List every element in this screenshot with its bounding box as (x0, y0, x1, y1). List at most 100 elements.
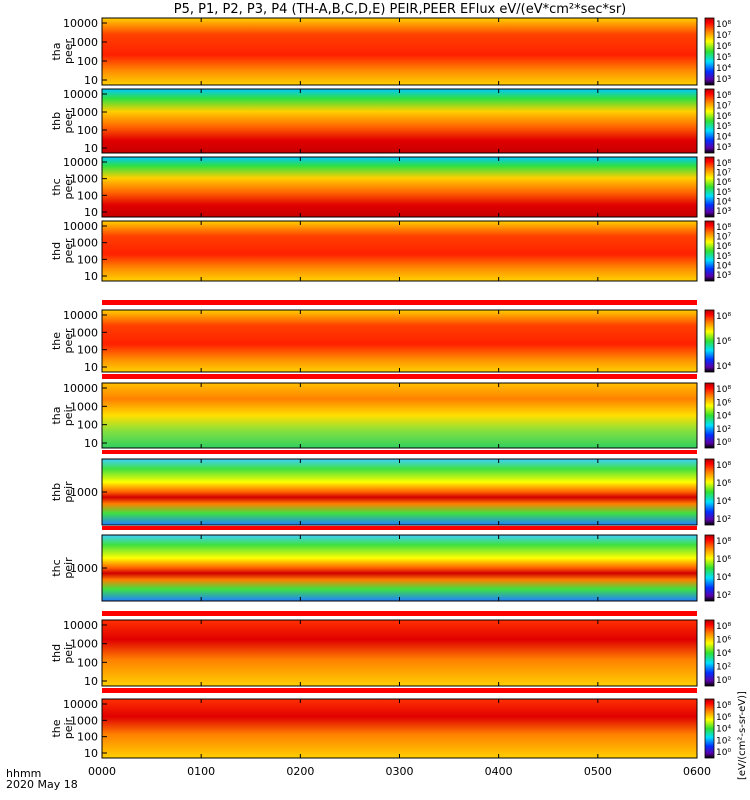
y-tick-label: 10000 (63, 619, 98, 632)
colorbar-tick-label: 10⁵ (716, 252, 731, 262)
colorbar-tick-label: 10⁶ (716, 555, 731, 565)
colorbar-tick-label: 10⁶ (716, 337, 731, 347)
colorbar (704, 220, 715, 282)
panel-label-probe: thb (50, 112, 63, 130)
x-tick-label: 0300 (386, 765, 414, 778)
y-tick-label: 10000 (63, 382, 98, 395)
colorbar-tick-label: 10⁷ (716, 169, 731, 179)
colorbar (704, 88, 715, 154)
panel-label-quantity: peer (62, 174, 75, 200)
x-tick-label: 0600 (683, 765, 711, 778)
y-tick-label: 10000 (63, 698, 98, 711)
colorbar (704, 698, 715, 759)
colorbar-tick-label: 10⁰ (716, 748, 731, 758)
colorbar-tick-label: 10⁵ (716, 188, 731, 198)
y-tick-label: 1000 (70, 237, 98, 250)
colorbar-tick-label: 10⁷ (716, 101, 731, 111)
y-tick-label: 10 (84, 206, 98, 219)
panel-label-quantity: peir (62, 717, 75, 739)
date-label: 2020 May 18 (6, 778, 78, 791)
colorbar-tick-label: 10⁸ (716, 20, 731, 30)
colorbar-tick-label: 10³ (716, 75, 731, 85)
y-tick-label: 1000 (70, 400, 98, 413)
y-tick-label: 1000 (70, 562, 98, 575)
colorbar-tick-label: 10³ (716, 271, 731, 281)
colorbar-tick-label: 10⁸ (716, 385, 731, 395)
spectrogram-panel (102, 221, 697, 281)
colorbar-tick-label: 10⁸ (716, 312, 731, 322)
colorbar-tick-label: 10⁴ (716, 197, 731, 207)
colorbar-tick-label: 10⁶ (716, 636, 731, 646)
colorbar-tick-label: 10⁴ (716, 573, 731, 583)
panel-label-quantity: peir (62, 557, 75, 579)
y-tick-label: 100 (77, 344, 98, 357)
y-tick-label: 100 (77, 253, 98, 266)
colorbar-tick-label: 10⁸ (716, 701, 731, 711)
spectrogram-panel (102, 18, 697, 85)
quality-flag-bar (102, 688, 697, 693)
spectrogram-panel (102, 89, 697, 153)
y-tick-label: 10000 (63, 88, 98, 101)
colorbar-tick-label: 10⁶ (716, 42, 731, 52)
colorbar-tick-label: 10⁸ (716, 622, 731, 632)
colorbar-tick-label: 10⁵ (716, 53, 731, 63)
spectrogram-panel (102, 459, 697, 525)
colorbar-tick-label: 10⁴ (716, 412, 731, 422)
panel-label-probe: thd (50, 242, 63, 260)
colorbar-tick-label: 10⁰ (716, 438, 731, 448)
colorbar-tick-label: 10⁴ (716, 261, 731, 271)
colorbar-tick-label: 10³ (716, 143, 731, 153)
colorbar-tick-label: 10⁸ (716, 461, 731, 471)
colorbar (704, 458, 715, 526)
colorbar (704, 619, 715, 687)
spectrogram-panel (102, 383, 697, 448)
panel-label-probe: tha (50, 406, 63, 424)
spectrogram-panel (102, 535, 697, 601)
x-tick-label: 0400 (485, 765, 513, 778)
panel-label-probe: thd (50, 644, 63, 662)
y-tick-label: 100 (77, 55, 98, 68)
y-tick-label: 1000 (70, 714, 98, 727)
y-tick-label: 1000 (70, 486, 98, 499)
y-tick-label: 1000 (70, 106, 98, 119)
y-tick-label: 1000 (70, 173, 98, 186)
y-tick-label: 1000 (70, 326, 98, 339)
panel-label-probe: the (50, 719, 63, 737)
y-tick-label: 10000 (63, 156, 98, 169)
spectrogram-panel (102, 310, 697, 372)
colorbar-tick-label: 10⁷ (716, 31, 731, 41)
colorbar (704, 382, 715, 449)
y-tick-label: 10000 (63, 17, 98, 30)
quality-flag-bar (102, 374, 697, 379)
panel-label-quantity: peer (62, 328, 75, 354)
y-tick-label: 100 (77, 124, 98, 137)
quality-flag-bar (102, 300, 697, 305)
panel-label-quantity: peir (62, 481, 75, 503)
spectrogram-panel (102, 699, 697, 758)
colorbar-tick-label: 10⁴ (716, 649, 731, 659)
x-tick-label: 0100 (187, 765, 215, 778)
colorbar-tick-label: 10² (716, 591, 731, 601)
panel-label-probe: thc (50, 178, 63, 195)
x-tick-label: 0500 (584, 765, 612, 778)
colorbar-tick-label: 10⁶ (716, 398, 731, 408)
x-tick-label: 0000 (88, 765, 116, 778)
colorbar-tick-label: 10⁶ (716, 112, 731, 122)
y-tick-label: 100 (77, 656, 98, 669)
y-tick-label: 10000 (63, 220, 98, 233)
y-tick-label: 10 (84, 437, 98, 450)
colorbar-tick-label: 10⁴ (716, 497, 731, 507)
y-tick-label: 10 (84, 270, 98, 283)
quality-flag-bar (102, 611, 697, 616)
colorbar (704, 534, 715, 602)
panel-label-probe: tha (50, 42, 63, 60)
panel-label-quantity: peer (62, 238, 75, 264)
colorbar-tick-label: 10⁴ (716, 725, 731, 735)
panel-label-probe: the (50, 332, 63, 350)
y-tick-label: 10 (84, 142, 98, 155)
colorbar-tick-label: 10⁴ (716, 362, 731, 372)
colorbar-tick-label: 10⁸ (716, 91, 731, 101)
y-tick-label: 10 (84, 361, 98, 374)
y-tick-label: 100 (77, 731, 98, 744)
